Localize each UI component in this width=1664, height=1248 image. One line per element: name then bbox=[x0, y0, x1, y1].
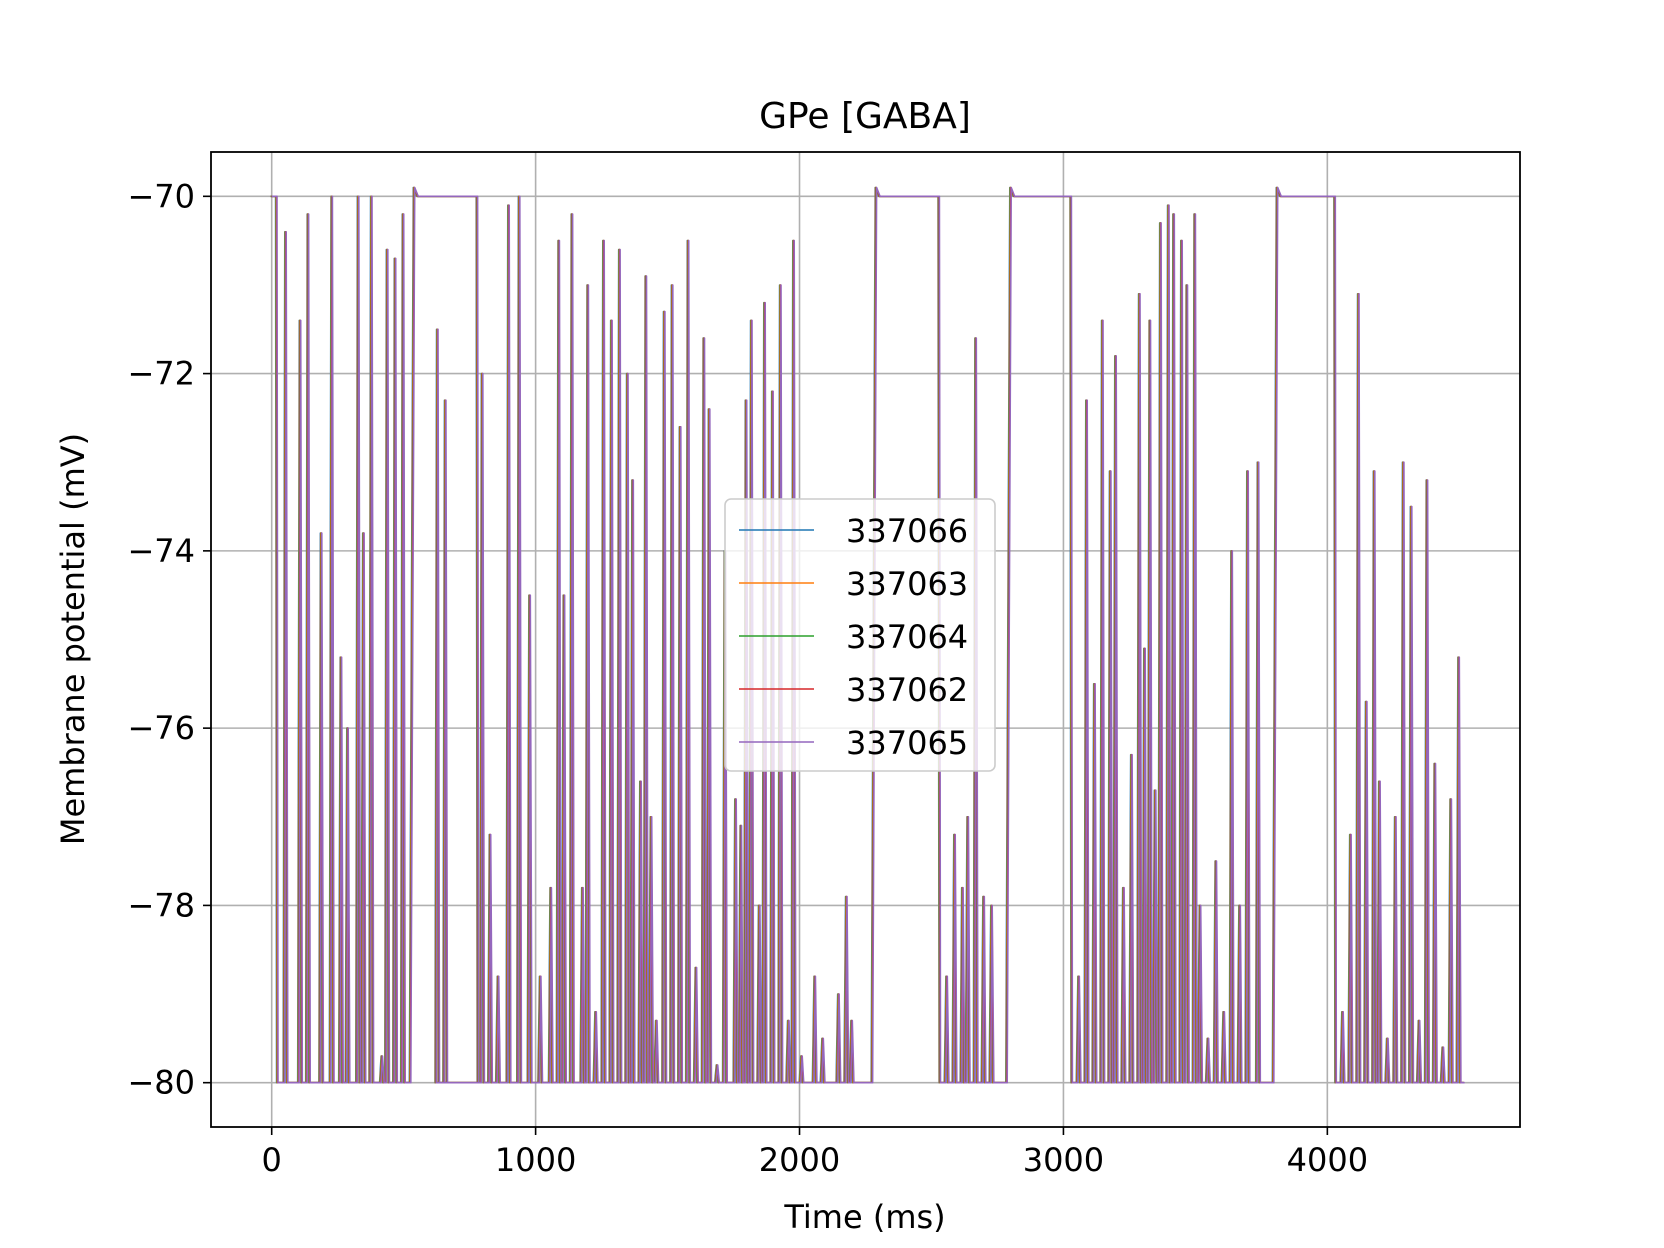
legend: 337066 337063 337064 337062 337065 bbox=[725, 499, 995, 771]
y-tick-label: −72 bbox=[127, 355, 195, 393]
y-tick-label: −70 bbox=[127, 177, 195, 215]
legend-label: 337063 bbox=[846, 565, 968, 603]
legend-label: 337062 bbox=[846, 671, 968, 709]
y-tick-label: −74 bbox=[127, 532, 195, 570]
x-tick-label: 3000 bbox=[1023, 1141, 1104, 1179]
legend-label: 337066 bbox=[846, 512, 968, 550]
legend-label: 337064 bbox=[846, 618, 968, 656]
x-tick-label: 1000 bbox=[495, 1141, 576, 1179]
y-tick-label: −78 bbox=[127, 886, 195, 924]
x-axis-label: Time (ms) bbox=[783, 1198, 945, 1236]
y-tick-label: −76 bbox=[127, 709, 195, 747]
x-tick-label: 0 bbox=[262, 1141, 282, 1179]
x-tick-label: 2000 bbox=[759, 1141, 840, 1179]
chart-title: GPe [GABA] bbox=[759, 96, 971, 137]
y-tick-label: −80 bbox=[127, 1064, 195, 1102]
legend-label: 337065 bbox=[846, 724, 968, 762]
x-tick-label: 4000 bbox=[1287, 1141, 1368, 1179]
y-axis-label: Membrane potential (mV) bbox=[54, 433, 92, 845]
